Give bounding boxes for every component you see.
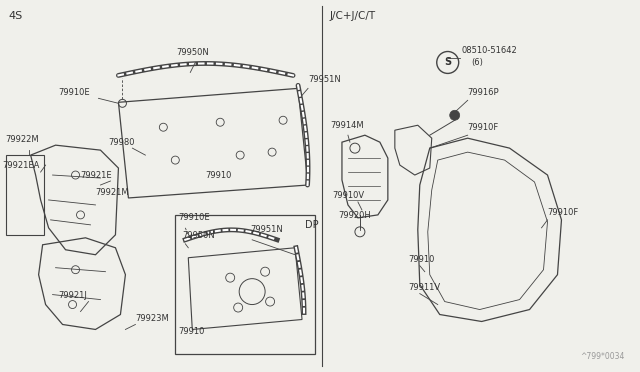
- Text: 79910F: 79910F: [547, 208, 579, 217]
- Text: 79916P: 79916P: [468, 88, 499, 97]
- Text: 79910: 79910: [205, 171, 232, 180]
- Bar: [6, 155, 44, 235]
- Text: 79910: 79910: [408, 255, 434, 264]
- Text: 79951N: 79951N: [250, 225, 283, 234]
- Text: S: S: [444, 57, 451, 67]
- Text: 08510-51642: 08510-51642: [461, 45, 518, 55]
- Text: (6): (6): [472, 58, 484, 67]
- Text: 79911V: 79911V: [408, 283, 440, 292]
- Text: 4S: 4S: [9, 11, 23, 20]
- Text: 79910V: 79910V: [332, 191, 364, 200]
- Text: 79920H: 79920H: [338, 211, 371, 220]
- Bar: [175, 215, 315, 355]
- Text: 79921E: 79921E: [81, 171, 112, 180]
- Text: 79921M: 79921M: [95, 188, 129, 197]
- Text: 79950N: 79950N: [182, 231, 215, 240]
- Text: 79980: 79980: [108, 138, 135, 147]
- Text: 79921EA: 79921EA: [3, 161, 40, 170]
- Text: 79910E: 79910E: [59, 88, 90, 97]
- Text: J/C+J/C/T: J/C+J/C/T: [330, 11, 376, 20]
- Text: 79921J: 79921J: [59, 291, 88, 299]
- Text: 79914M: 79914M: [330, 121, 364, 130]
- Text: DP: DP: [305, 220, 319, 230]
- Text: 79910F: 79910F: [468, 123, 499, 132]
- Text: 79922M: 79922M: [6, 135, 39, 144]
- Text: 79910E: 79910E: [179, 213, 210, 222]
- Text: ^799*0034: ^799*0034: [580, 352, 625, 361]
- Text: 79951N: 79951N: [308, 76, 340, 84]
- Circle shape: [450, 110, 460, 120]
- Text: 79910: 79910: [179, 327, 205, 336]
- Text: 79923M: 79923M: [136, 314, 169, 324]
- Text: 79950N: 79950N: [176, 48, 209, 58]
